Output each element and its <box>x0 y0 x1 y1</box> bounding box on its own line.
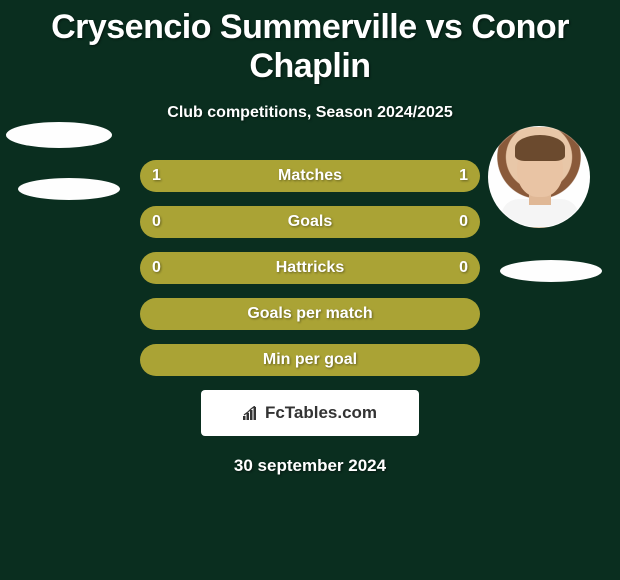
chart-bars-icon <box>243 406 261 420</box>
player1-avatar-top <box>6 122 112 148</box>
stat-bar-goals: 0 Goals 0 <box>140 206 480 238</box>
stat-row: Min per goal <box>0 344 620 376</box>
player1-avatar-bottom <box>18 178 120 200</box>
stat-label: Hattricks <box>276 259 344 277</box>
stat-left-value: 0 <box>152 213 161 231</box>
date: 30 september 2024 <box>0 456 620 476</box>
stat-bar-matches: 1 Matches 1 <box>140 160 480 192</box>
stat-label: Matches <box>278 167 342 185</box>
player2-avatar <box>488 126 590 228</box>
subtitle: Club competitions, Season 2024/2025 <box>0 104 620 122</box>
stat-left-value: 1 <box>152 167 161 185</box>
watermark-text: FcTables.com <box>265 403 377 423</box>
stat-label: Goals <box>288 213 332 231</box>
stat-label: Goals per match <box>247 305 372 323</box>
stat-row: Goals per match <box>0 298 620 330</box>
player2-avatar-bottom <box>500 260 602 282</box>
page-title: Crysencio Summerville vs Conor Chaplin <box>0 0 620 86</box>
stat-bar-goals-per-match: Goals per match <box>140 298 480 330</box>
stat-right-value: 0 <box>459 213 468 231</box>
stat-label: Min per goal <box>263 351 357 369</box>
stat-right-value: 0 <box>459 259 468 277</box>
watermark: FcTables.com <box>201 390 419 436</box>
stat-bar-min-per-goal: Min per goal <box>140 344 480 376</box>
stat-bar-hattricks: 0 Hattricks 0 <box>140 252 480 284</box>
stat-right-value: 1 <box>459 167 468 185</box>
stat-left-value: 0 <box>152 259 161 277</box>
